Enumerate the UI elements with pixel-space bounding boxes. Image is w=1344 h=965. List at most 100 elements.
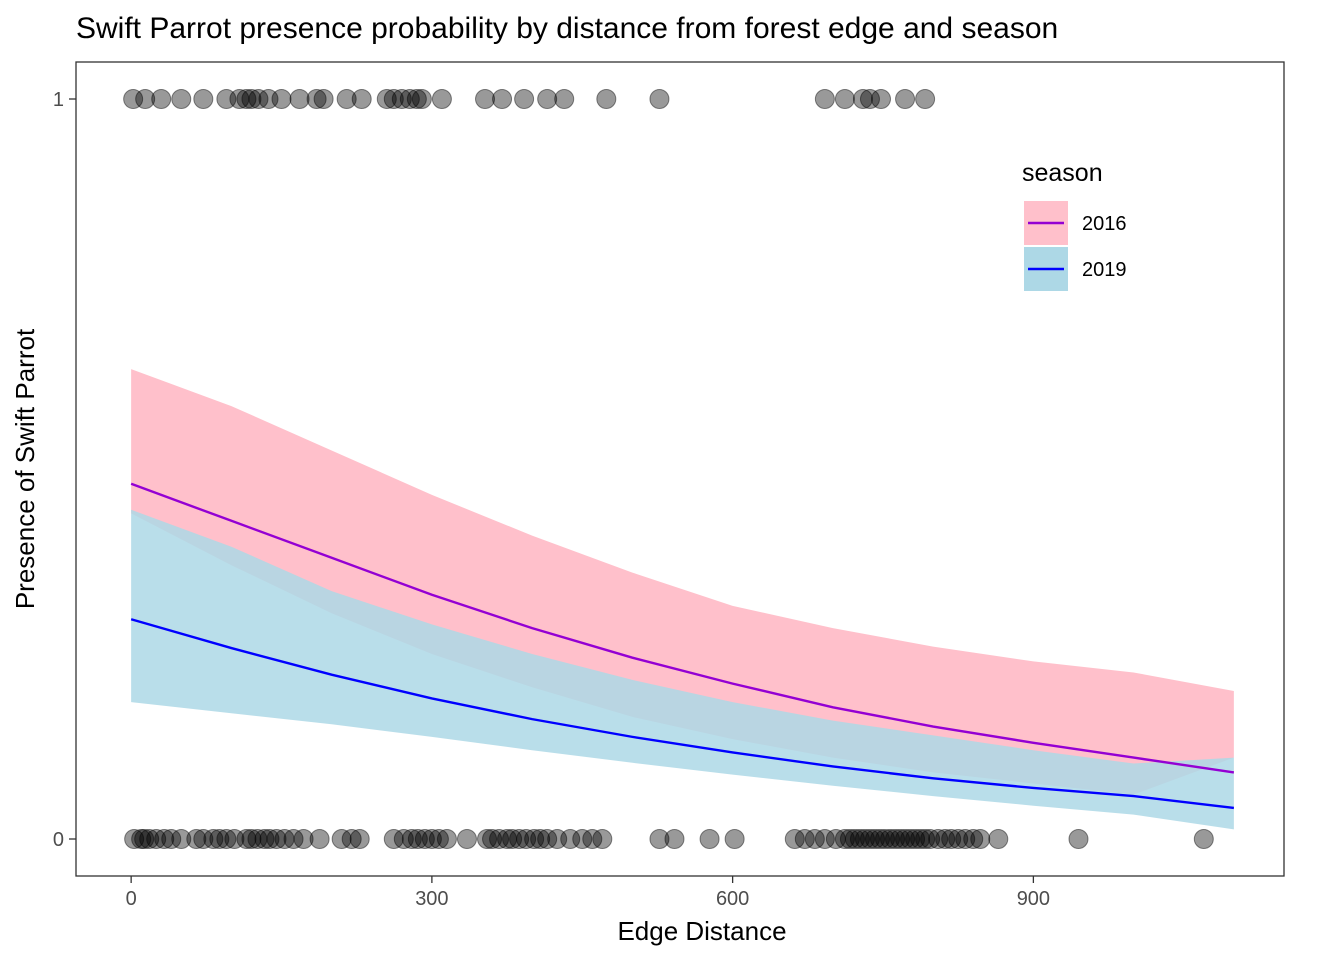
legend-title: season [1022, 159, 1103, 187]
data-point [497, 829, 518, 849]
data-point [649, 829, 670, 849]
data-point [970, 829, 991, 849]
fit-line-2019 [130, 618, 1235, 810]
data-point [530, 829, 551, 849]
data-point [814, 829, 835, 849]
data-point [890, 829, 911, 849]
data-point [834, 829, 855, 849]
data-point [399, 89, 420, 109]
data-point [428, 829, 449, 849]
data-point [306, 89, 327, 109]
data-point [171, 829, 192, 849]
data-point [131, 829, 152, 849]
data-point [844, 829, 865, 849]
x-axis-title: Edge Distance [617, 916, 786, 946]
data-point [885, 829, 906, 849]
data-point [859, 829, 880, 849]
data-point [161, 829, 182, 849]
data-point [274, 829, 295, 849]
data-point [547, 829, 568, 849]
data-point [146, 829, 167, 849]
data-point [592, 829, 613, 849]
data-point [151, 89, 172, 109]
plot-panel-border [75, 61, 1285, 877]
observation-points [123, 89, 1214, 849]
data-point [794, 829, 815, 849]
data-point [247, 829, 268, 849]
data-point [537, 829, 558, 849]
x-tick-label: 300 [415, 888, 448, 910]
axes: 0 300 600 900 0 1 [53, 89, 1050, 910]
data-point [834, 89, 855, 109]
data-point [724, 829, 745, 849]
data-point [920, 829, 941, 849]
data-point [456, 829, 477, 849]
data-point [271, 89, 292, 109]
data-point [414, 829, 435, 849]
data-point [216, 829, 237, 849]
data-point [955, 829, 976, 849]
data-point [134, 829, 155, 849]
data-point [537, 89, 558, 109]
data-point [236, 89, 257, 109]
data-point [915, 89, 936, 109]
data-point [203, 829, 224, 849]
data-point [171, 89, 192, 109]
data-point [139, 829, 160, 849]
data-point [852, 89, 873, 109]
data-point [664, 829, 685, 849]
data-point [804, 829, 825, 849]
data-point [928, 829, 949, 849]
data-point [376, 89, 397, 109]
chart-title: Swift Parrot presence probability by dis… [76, 12, 1058, 45]
data-point [492, 89, 513, 109]
data-point [489, 829, 510, 849]
data-point [948, 829, 969, 849]
data-point [895, 829, 916, 849]
data-point [313, 89, 334, 109]
data-point [502, 829, 523, 849]
data-point [266, 829, 287, 849]
y-tick-label: 0 [53, 829, 64, 851]
data-point [905, 829, 926, 849]
data-point [900, 829, 921, 849]
data-point [516, 829, 537, 849]
data-point [254, 829, 275, 849]
data-point [870, 89, 891, 109]
data-point [431, 89, 452, 109]
data-point [135, 89, 156, 109]
data-point [859, 89, 880, 109]
data-point [839, 829, 860, 849]
ribbon-2019 [131, 509, 1234, 830]
data-point [477, 829, 498, 849]
data-point [391, 89, 412, 109]
data-point [895, 89, 916, 109]
data-point [341, 829, 362, 849]
data-point [229, 89, 250, 109]
data-point [154, 829, 175, 849]
data-point [963, 829, 984, 849]
data-point [596, 89, 617, 109]
data-point [436, 829, 457, 849]
data-point [880, 829, 901, 849]
data-point [241, 829, 262, 849]
fit-line-2016 [130, 482, 1235, 774]
x-tick-label: 0 [126, 888, 137, 910]
data-point [910, 829, 931, 849]
data-point [572, 829, 593, 849]
confidence-bands [131, 369, 1234, 830]
data-point [514, 89, 535, 109]
y-axis-title: Presence of Swift Parrot [10, 328, 40, 609]
data-point [258, 89, 279, 109]
data-point [699, 829, 720, 849]
data-point [854, 829, 875, 849]
legend-label-2019: 2019 [1082, 259, 1127, 281]
data-point [869, 829, 890, 849]
data-point [915, 829, 936, 849]
data-point [864, 829, 885, 849]
data-point [124, 829, 145, 849]
data-point [814, 89, 835, 109]
data-point [209, 829, 230, 849]
data-point [849, 829, 870, 849]
data-point [393, 829, 414, 849]
